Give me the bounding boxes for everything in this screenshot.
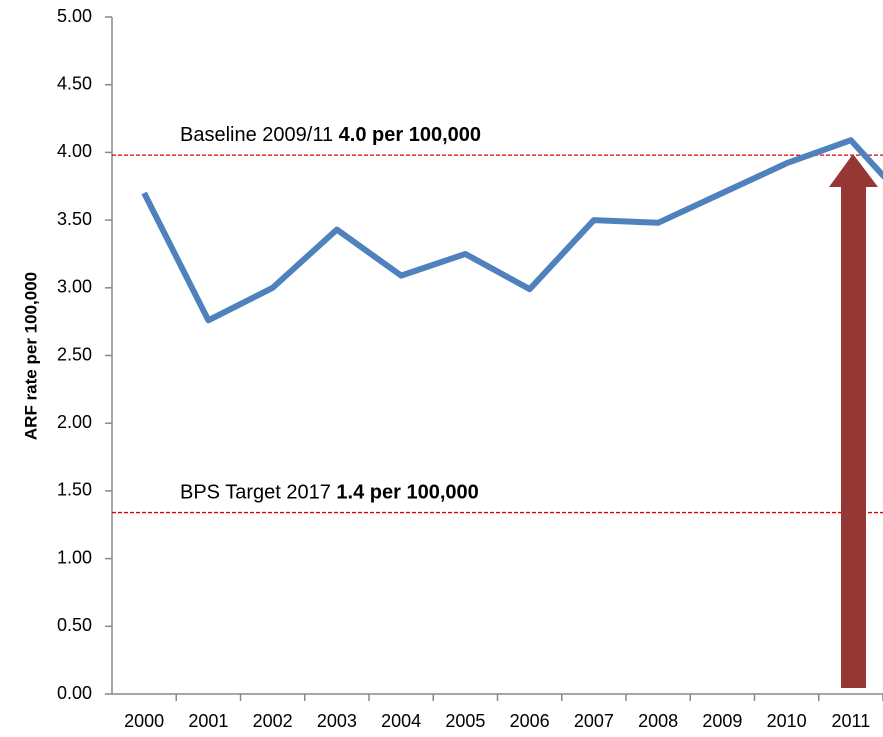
y-axis-label: ARF rate per 100,000 bbox=[21, 272, 40, 440]
x-tick-label: 2001 bbox=[188, 711, 228, 731]
y-tick-label: 4.00 bbox=[57, 141, 92, 161]
arrow bbox=[829, 154, 878, 688]
y-tick-label: 0.50 bbox=[57, 615, 92, 635]
reference-label-text: BPS Target 2017 bbox=[180, 482, 331, 504]
reference-label: BPS Target 2017 1.4 per 100,000 bbox=[180, 482, 479, 504]
y-tick-label: 3.00 bbox=[57, 277, 92, 297]
y-tick-label: 2.00 bbox=[57, 412, 92, 432]
x-tick-label: 2004 bbox=[381, 711, 421, 731]
y-tick-label: 0.00 bbox=[57, 683, 92, 703]
x-tick-label: 2010 bbox=[767, 711, 807, 731]
y-tick-label: 2.50 bbox=[57, 344, 92, 364]
x-tick-label: 2008 bbox=[638, 711, 678, 731]
reference-label-emphasis: 1.4 per 100,000 bbox=[336, 482, 478, 504]
x-tick-label: 2000 bbox=[124, 711, 164, 731]
x-tick-label: 2005 bbox=[445, 711, 485, 731]
reference-label-emphasis: 4.0 per 100,000 bbox=[339, 124, 481, 146]
y-tick-label: 1.50 bbox=[57, 480, 92, 500]
x-tick-label: 2006 bbox=[510, 711, 550, 731]
data-line bbox=[141, 137, 883, 324]
y-tick-label: 5.00 bbox=[57, 6, 92, 26]
y-tick-label: 1.00 bbox=[57, 547, 92, 567]
x-tick-label: 2007 bbox=[574, 711, 614, 731]
reference-label-text: Baseline 2009/11 bbox=[180, 124, 333, 146]
x-tick-label: 2002 bbox=[253, 711, 293, 731]
y-tick-label: 3.50 bbox=[57, 209, 92, 229]
plot-layer bbox=[112, 137, 883, 514]
x-tick-label: 2011 bbox=[832, 711, 871, 731]
x-tick-label: 2009 bbox=[702, 711, 742, 731]
reference-label: Baseline 2009/11 4.0 per 100,000 bbox=[180, 124, 481, 146]
y-tick-label: 4.50 bbox=[57, 73, 92, 93]
x-tick-label: 2003 bbox=[317, 711, 357, 731]
